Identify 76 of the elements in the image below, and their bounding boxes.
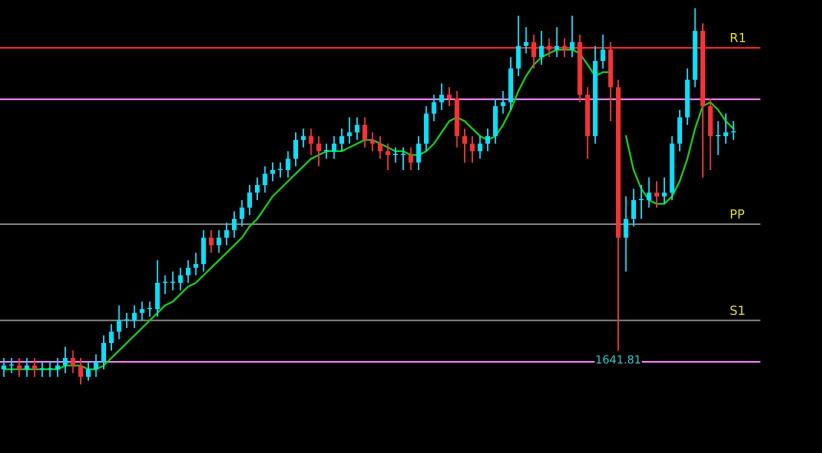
candlestick	[500, 90, 506, 114]
candlestick	[270, 162, 275, 182]
candlestick	[646, 176, 652, 208]
candlestick	[731, 120, 736, 141]
candlestick	[208, 229, 214, 254]
candlestick	[654, 180, 659, 208]
candlestick	[378, 135, 382, 160]
candlestick	[70, 350, 76, 374]
candlestick	[186, 260, 190, 284]
candlestick	[354, 116, 360, 141]
candlestick	[316, 135, 322, 167]
candlestick	[2, 357, 6, 378]
candlestick	[116, 304, 122, 340]
candlestick	[301, 128, 306, 148]
candlestick	[232, 210, 237, 238]
candlestick	[531, 34, 536, 70]
candlestick	[393, 146, 398, 164]
candlestick	[101, 334, 106, 370]
candlestick	[16, 357, 22, 378]
candlestick	[446, 86, 452, 107]
candlestick	[247, 184, 252, 216]
candlestick	[562, 38, 567, 58]
candlestick	[539, 30, 544, 66]
candlestick	[600, 34, 606, 70]
candlestick	[286, 150, 290, 178]
candlestick	[631, 188, 636, 228]
candlestick	[524, 26, 528, 54]
candlestick	[347, 116, 352, 144]
candlestick	[624, 196, 628, 272]
candlestick	[339, 128, 344, 152]
candlestick	[546, 38, 552, 58]
ref-line-label: S1	[730, 306, 744, 316]
candlestick	[62, 346, 68, 374]
candlestick	[293, 132, 298, 167]
candlestick	[262, 166, 268, 194]
candlestick	[478, 135, 482, 160]
candlestick	[240, 199, 244, 228]
candlestick	[408, 146, 414, 171]
candlestick	[723, 112, 728, 144]
candlestick	[86, 361, 91, 382]
ref-line-label: R1	[730, 33, 746, 42]
candlestick	[9, 357, 14, 374]
candlestick	[470, 135, 475, 164]
candlestick	[140, 300, 144, 322]
ref-line-label: PP	[730, 209, 744, 219]
candlestick	[109, 324, 114, 352]
candlestick	[40, 361, 45, 378]
candlestick	[94, 354, 98, 378]
candlestick	[254, 176, 260, 201]
candlestick	[132, 304, 137, 329]
candlestick	[224, 222, 229, 246]
candlestick	[32, 357, 37, 378]
candlestick	[485, 128, 490, 152]
candlestick	[216, 229, 222, 254]
candlestick	[362, 116, 368, 148]
candlestick	[308, 128, 314, 156]
candlestick	[55, 357, 60, 378]
candlestick	[78, 357, 83, 386]
candlestick	[516, 15, 521, 77]
candlestick	[662, 176, 667, 205]
candlestick	[170, 270, 176, 292]
candlestick	[370, 132, 375, 152]
candlestick	[439, 82, 444, 111]
candlestick	[178, 267, 183, 292]
candlestick	[194, 252, 198, 276]
candlestick	[162, 274, 168, 295]
annotation: 1641.81	[596, 355, 640, 364]
candlestick	[416, 135, 421, 171]
candlestick	[332, 135, 336, 160]
candlestick	[554, 26, 560, 58]
candlestick	[462, 128, 467, 164]
candlestick	[432, 94, 436, 122]
candlestick	[386, 142, 390, 171]
candlestick	[24, 357, 30, 378]
candlestick	[570, 15, 574, 58]
candlestick	[48, 361, 52, 378]
